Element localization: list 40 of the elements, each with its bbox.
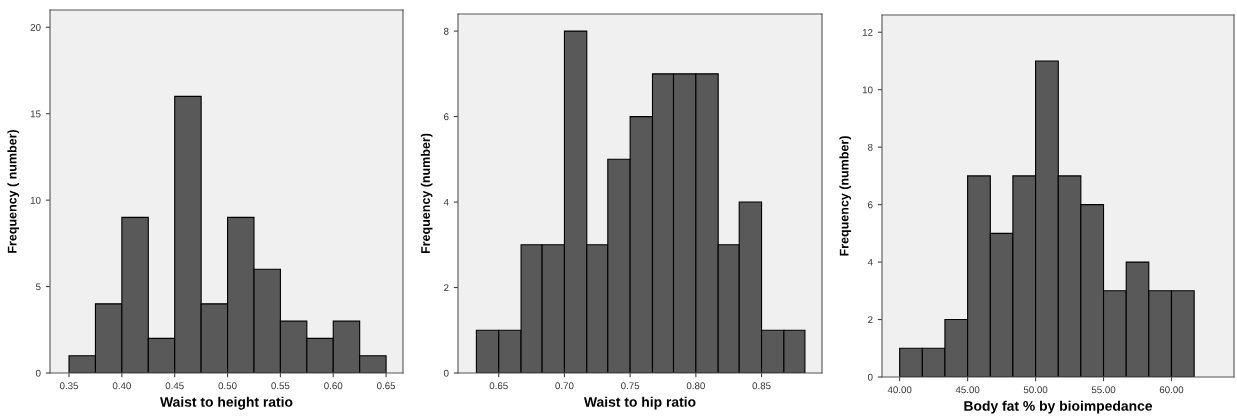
y-tick-label: 0	[35, 369, 41, 377]
x-tick-label: 0.50	[218, 382, 237, 390]
x-tick-label: 40.00	[887, 386, 912, 394]
y-tick-label: 5	[35, 283, 41, 291]
y-axis-title: Frequency ( number)	[7, 129, 20, 253]
y-axis-title: Frequency (number)	[839, 136, 852, 256]
y-tick-label: 6	[444, 113, 449, 121]
y-tick-label: 0	[443, 369, 449, 377]
x-tick-label: 0.40	[112, 382, 131, 390]
y-axis-title: Frequency (number)	[420, 133, 433, 254]
y-tick-label: 2	[444, 284, 449, 292]
x-tick-label: 60.00	[1159, 386, 1184, 394]
x-tick-label: 0.60	[324, 382, 343, 390]
y-tick-label: 15	[30, 110, 41, 118]
x-tick-label: 50.00	[1023, 386, 1048, 394]
x-tick-label: 0.70	[555, 382, 574, 390]
x-axis-title: Body fat % by bioimpedance	[964, 400, 1153, 414]
x-tick-label: 0.80	[686, 382, 705, 390]
x-tick-label: 0.45	[165, 382, 184, 390]
x-tick-label: 55.00	[1091, 386, 1116, 394]
y-tick-label: 0	[867, 373, 873, 381]
y-tick-label: 20	[30, 24, 41, 31]
x-tick-label: 0.35	[59, 382, 79, 390]
y-tick-label: 8	[443, 27, 449, 35]
x-tick-label: 0.75	[621, 382, 640, 390]
x-axis-title: Waist to height ratio	[160, 396, 293, 410]
x-tick-label: 45.00	[955, 386, 980, 394]
y-tick-label: 6	[868, 201, 873, 209]
x-tick-label: 0.55	[271, 382, 290, 390]
y-tick-label: 10	[862, 86, 873, 94]
x-tick-label: 0.65	[377, 382, 396, 390]
y-tick-label: 12	[862, 28, 873, 36]
x-tick-label: 0.65	[489, 382, 508, 390]
y-tick-label: 4	[867, 258, 873, 266]
y-tick-label: 2	[868, 316, 873, 324]
y-tick-label: 10	[30, 196, 41, 204]
x-axis-title: Waist to hip ratio	[583, 396, 696, 410]
y-tick-label: 4	[443, 198, 449, 206]
x-tick-label: 0.85	[752, 382, 771, 390]
y-tick-label: 8	[867, 143, 873, 151]
